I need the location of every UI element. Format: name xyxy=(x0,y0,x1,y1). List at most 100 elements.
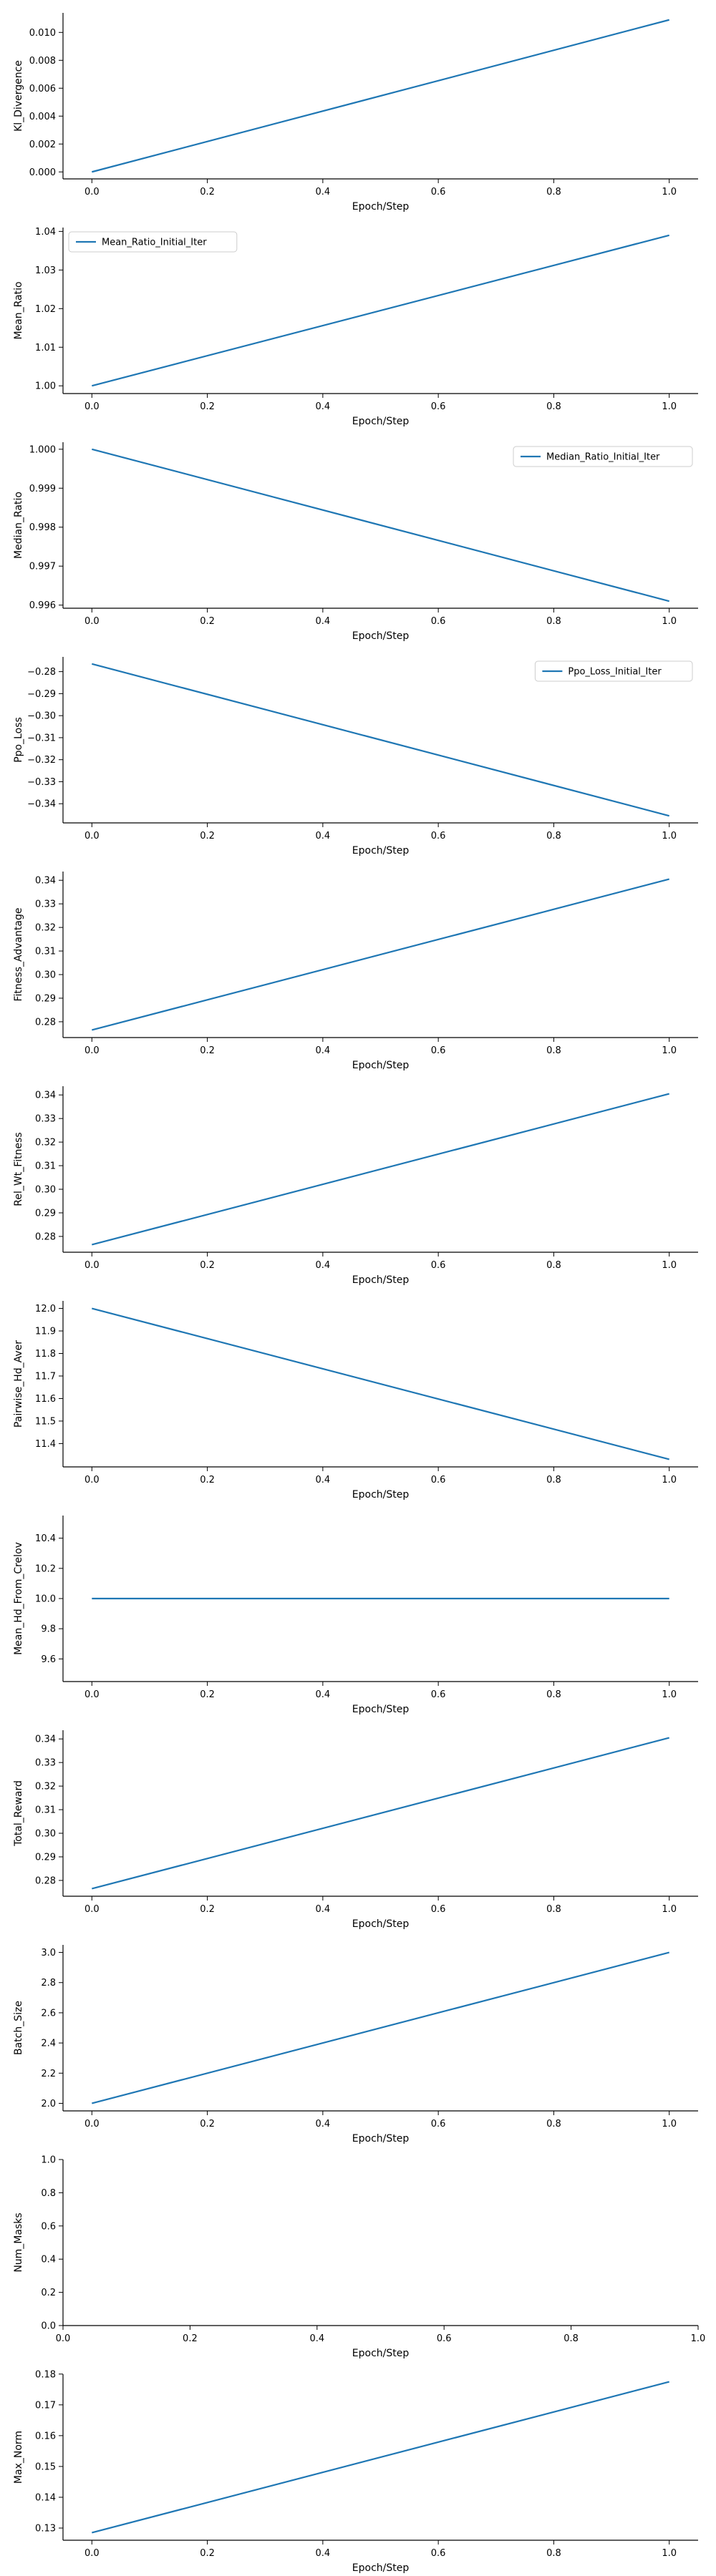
x-tick-label: 0.6 xyxy=(431,1475,446,1485)
y-tick-label: 9.8 xyxy=(41,1624,56,1635)
y-tick-label: 0.008 xyxy=(29,56,56,67)
y-tick-label: 0.998 xyxy=(29,522,56,533)
x-tick-label: 1.0 xyxy=(662,187,677,197)
series-line xyxy=(92,1093,669,1246)
x-tick-label: 0.8 xyxy=(546,616,561,627)
x-tick-label: 0.8 xyxy=(546,1475,561,1485)
x-tick-label: 1.0 xyxy=(662,616,677,627)
x-tick-label: 0.8 xyxy=(546,187,561,197)
x-axis-label: Epoch/Step xyxy=(352,201,410,213)
y-tick-label: −0.33 xyxy=(27,777,56,788)
y-tick-label: −0.34 xyxy=(27,799,56,810)
series-line xyxy=(92,1737,669,1890)
y-tick-label: 0.8 xyxy=(41,2188,56,2199)
y-tick-label: 0.0 xyxy=(41,2321,56,2332)
y-tick-label: 0.34 xyxy=(35,876,56,887)
y-tick-label: 0.18 xyxy=(35,2369,56,2380)
y-tick-label: 2.0 xyxy=(41,2099,56,2109)
legend: Median_Ratio_Initial_Iter xyxy=(513,446,693,467)
y-tick-label: 0.31 xyxy=(35,1805,56,1816)
x-tick-label: 0.0 xyxy=(84,2119,100,2129)
x-tick-label: 0.0 xyxy=(84,1045,100,1056)
y-tick-label: 11.4 xyxy=(35,1439,56,1450)
x-tick-label: 0.8 xyxy=(546,831,561,841)
x-axis-label: Epoch/Step xyxy=(352,845,410,857)
x-tick-label: 0.6 xyxy=(431,831,446,841)
legend-label: Median_Ratio_Initial_Iter xyxy=(546,452,660,463)
chart-panel: 0.0 0.2 0.4 0.6 0.8 1.0 0.13 0.14 0.15 0.16 0.17 0.… xyxy=(13,2369,698,2574)
x-tick-label: 0.8 xyxy=(563,2333,579,2344)
x-tick-label: 0.4 xyxy=(316,1904,331,1915)
x-tick-label: 0.0 xyxy=(84,1475,100,1485)
y-tick-label: 11.7 xyxy=(35,1371,56,1382)
y-tick-label: 11.8 xyxy=(35,1349,56,1360)
y-tick-label: 0.000 xyxy=(29,167,56,178)
y-tick-label: 1.0 xyxy=(41,2155,56,2166)
y-tick-label: 0.29 xyxy=(35,993,56,1004)
y-axis-label: Mean_Ratio xyxy=(13,281,24,339)
chart-panel: 0.0 0.2 0.4 0.6 0.8 1.0 0.000 0.002 0.004 0.006 0.… xyxy=(13,13,698,213)
y-tick-label: 0.002 xyxy=(29,140,56,150)
legend-label: Mean_Ratio_Initial_Iter xyxy=(102,238,207,248)
x-tick-label: 0.0 xyxy=(84,1689,100,1700)
y-tick-label: 1.000 xyxy=(29,444,56,455)
x-tick-label: 0.4 xyxy=(316,1475,331,1485)
x-tick-label: 0.0 xyxy=(84,187,100,197)
x-tick-label: 0.6 xyxy=(431,401,446,412)
x-tick-label: 0.4 xyxy=(316,831,331,841)
y-tick-label: −0.30 xyxy=(27,711,56,722)
x-tick-label: 0.0 xyxy=(84,1904,100,1915)
x-tick-label: 0.2 xyxy=(200,1904,215,1915)
y-tick-label: 0.996 xyxy=(29,600,56,611)
y-tick-label: 12.0 xyxy=(35,1304,56,1314)
y-axis-label: Median_Ratio xyxy=(13,492,24,559)
legend: Mean_Ratio_Initial_Iter xyxy=(68,231,238,253)
y-tick-label: 0.33 xyxy=(35,1758,56,1769)
y-tick-label: 0.006 xyxy=(29,84,56,94)
y-tick-label: 0.28 xyxy=(35,1875,56,1886)
chart-panel: 0.0 0.2 0.4 0.6 0.8 1.0 0.28 0.29 0.30 0.31 0.32 0.… xyxy=(13,872,698,1071)
x-tick-label: 1.0 xyxy=(662,1904,677,1915)
series-line xyxy=(92,19,669,173)
y-tick-label: 11.5 xyxy=(35,1416,56,1427)
y-tick-label: 0.32 xyxy=(35,923,56,934)
x-tick-label: 0.0 xyxy=(84,831,100,841)
x-tick-label: 0.6 xyxy=(437,2333,452,2344)
x-tick-label: 0.2 xyxy=(183,2333,198,2344)
x-axis-label: Epoch/Step xyxy=(352,1274,410,1286)
x-tick-label: 0.6 xyxy=(431,1689,446,1700)
y-tick-label: 0.31 xyxy=(35,1161,56,1172)
y-tick-label: 0.34 xyxy=(35,1091,56,1101)
x-axis-label: Epoch/Step xyxy=(352,416,410,427)
x-tick-label: 0.4 xyxy=(316,616,331,627)
y-tick-label: 0.29 xyxy=(35,1852,56,1863)
series-line xyxy=(92,878,669,1031)
y-tick-label: 0.15 xyxy=(35,2462,56,2472)
y-tick-label: 1.04 xyxy=(35,227,56,238)
y-axis-label: Pairwise_Hd_Aver xyxy=(13,1340,24,1428)
x-tick-label: 0.8 xyxy=(546,1689,561,1700)
y-tick-label: 0.28 xyxy=(35,1231,56,1242)
y-tick-label: 0.2 xyxy=(41,2288,56,2298)
chart-panel: 0.0 0.2 0.4 0.6 0.8 1.0 11.4 11.5 11.6 11.7 11.8 11… xyxy=(13,1301,698,1501)
x-tick-label: 0.8 xyxy=(546,1045,561,1056)
x-tick-label: 0.0 xyxy=(84,401,100,412)
y-axis-label: Ppo_Loss xyxy=(13,717,24,763)
y-axis-label: Mean_Hd_From_Crelov xyxy=(13,1542,24,1655)
y-tick-label: 0.004 xyxy=(29,112,56,122)
chart-panel: 0.0 0.2 0.4 0.6 0.8 1.0 9.6 9.8 10.0 10.2 10.4 Epoc… xyxy=(13,1516,698,1715)
x-tick-label: 1.0 xyxy=(662,1475,677,1485)
y-tick-label: 0.6 xyxy=(41,2221,56,2232)
series-line xyxy=(92,448,669,602)
y-tick-label: 10.4 xyxy=(35,1533,56,1544)
y-tick-label: −0.31 xyxy=(27,733,56,743)
x-tick-label: 0.2 xyxy=(200,831,215,841)
chart-panel: 0.0 0.2 0.4 0.6 0.8 1.0 0.996 0.997 0.998 0.999 1.… xyxy=(13,442,698,642)
x-axis-label: Epoch/Step xyxy=(352,2348,410,2359)
y-tick-label: −0.32 xyxy=(27,755,56,766)
series-line xyxy=(92,2381,669,2534)
x-tick-label: 1.0 xyxy=(662,2548,677,2559)
x-tick-label: 0.6 xyxy=(431,616,446,627)
legend-box xyxy=(513,446,693,467)
y-tick-label: 2.6 xyxy=(41,2008,56,2019)
